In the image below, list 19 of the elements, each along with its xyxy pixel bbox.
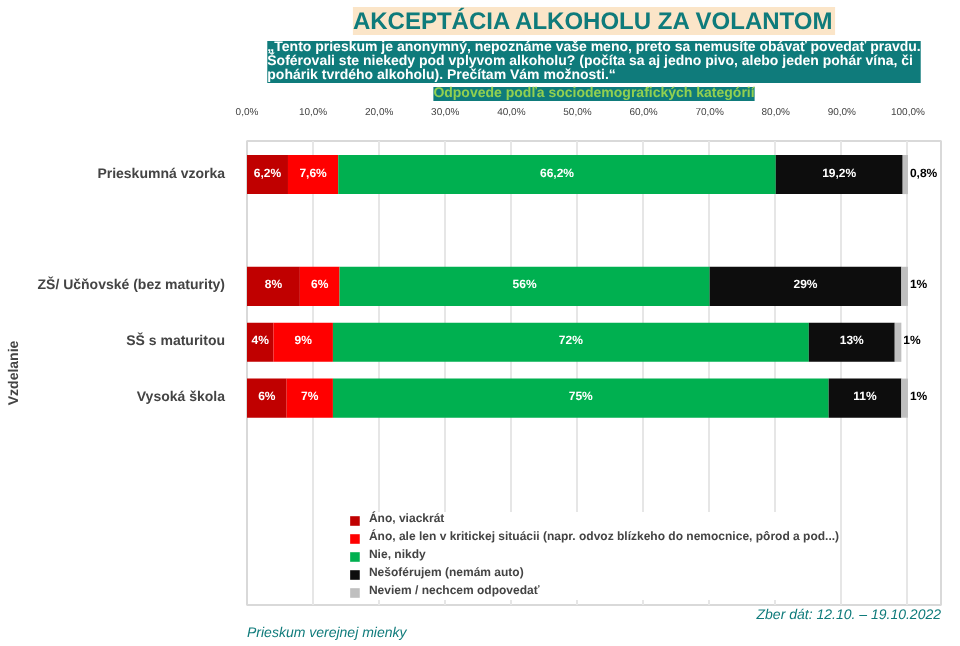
bar (286, 378, 333, 418)
bar (338, 154, 776, 195)
bar (901, 378, 908, 418)
bar (808, 322, 895, 362)
chart-title: AKCEPTÁCIA ALKOHOLU ZA VOLANTOM (352, 7, 833, 35)
bar (273, 322, 333, 362)
bar (247, 266, 300, 306)
bar (828, 378, 902, 418)
bar (709, 266, 902, 306)
bar (287, 154, 339, 195)
bar (332, 378, 829, 418)
bar (775, 154, 903, 195)
bar (901, 266, 908, 306)
bar (247, 378, 287, 418)
bar (902, 154, 908, 195)
bar (894, 322, 902, 362)
bar (332, 322, 809, 362)
bar (339, 266, 710, 306)
bar (299, 266, 340, 306)
